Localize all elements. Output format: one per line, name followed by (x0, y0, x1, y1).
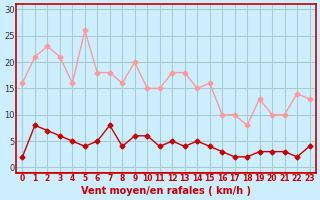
X-axis label: Vent moyen/en rafales ( km/h ): Vent moyen/en rafales ( km/h ) (81, 186, 251, 196)
